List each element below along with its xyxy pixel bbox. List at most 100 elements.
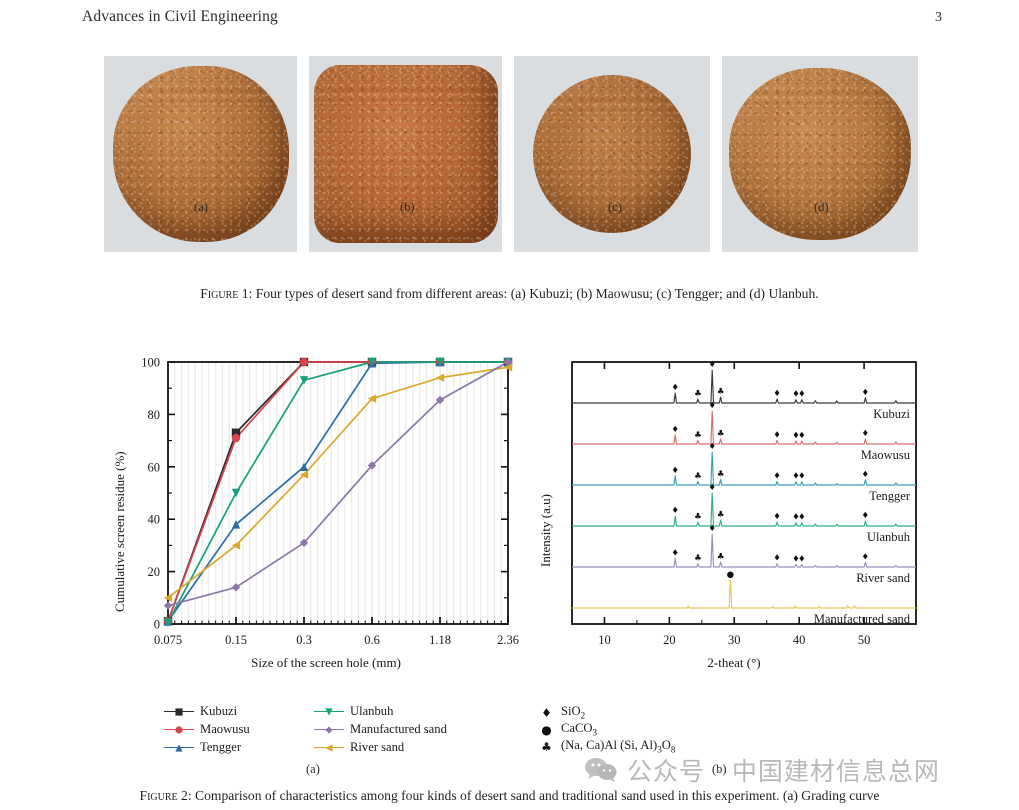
xrd-legend-label: SiO2: [561, 704, 586, 721]
svg-text:20: 20: [148, 565, 161, 579]
svg-text:40: 40: [148, 513, 161, 527]
grading-x-axis-title: Size of the screen hole (mm): [251, 655, 401, 670]
page-number: 3: [935, 10, 942, 25]
svg-text:♦: ♦: [773, 430, 781, 440]
svg-text:♦: ♦: [792, 554, 800, 564]
figure-2-caption-prefix: Figure 2: [139, 788, 188, 803]
svg-text:♦: ♦: [862, 552, 870, 562]
svg-text:30: 30: [728, 633, 741, 647]
svg-text:0.3: 0.3: [296, 633, 312, 647]
svg-text:♦: ♦: [792, 390, 800, 400]
svg-text:2.36: 2.36: [497, 633, 519, 647]
figure-1-caption-text: : Four types of desert sand from differe…: [248, 286, 819, 301]
svg-text:♣: ♣: [717, 510, 725, 520]
svg-text:♦: ♦: [792, 431, 800, 441]
xrd-legend-symbol-icon: ♣: [541, 739, 552, 754]
svg-text:♣: ♣: [694, 554, 702, 564]
svg-text:50: 50: [858, 633, 871, 647]
legend-item-tengger[interactable]: Tengger: [164, 740, 314, 755]
svg-text:♦: ♦: [708, 442, 716, 452]
figure-2-panel-tag-b: (b): [712, 762, 727, 776]
figure-1-sublabel-d: (d): [814, 200, 829, 214]
figure-1-sublabel-c: (c): [608, 200, 622, 214]
svg-text:Maowusu: Maowusu: [861, 448, 911, 462]
svg-text:♦: ♦: [792, 472, 800, 482]
svg-text:♦: ♦: [862, 511, 870, 521]
svg-text:♦: ♦: [798, 431, 806, 441]
svg-text:♦: ♦: [773, 471, 781, 481]
xrd-legend-label: (Na, Ca)Al (Si, Al)3O8: [561, 738, 676, 755]
svg-text:♦: ♦: [862, 429, 870, 439]
running-head: Advances in Civil Engineering 3: [82, 8, 942, 26]
legend-label: Ulanbuh: [350, 704, 394, 718]
xrd-legend-symbol-icon: ●: [541, 722, 552, 737]
xrd-legend-item-sio2[interactable]: ♦ SiO2: [540, 704, 880, 721]
journal-title: Advances in Civil Engineering: [82, 8, 278, 25]
xrd-svg: 10 20 30 40 50♦♣♦♣ ♦ ♦♦ ♦Kubuzi♦♣♦♣ ♦ ♦♦ ♦Maowusu♦…: [571, 360, 917, 647]
legend-label: River sand: [350, 740, 405, 754]
svg-text:♣: ♣: [717, 387, 725, 397]
svg-text:♦: ♦: [671, 466, 679, 476]
svg-text:0.15: 0.15: [225, 633, 247, 647]
grading-curve-legend: Kubuzi Ulanbuh Maowusu Manufactured sand Ten…: [164, 704, 504, 755]
svg-text:♦: ♦: [773, 512, 781, 522]
svg-text:Manufactured sand: Manufactured sand: [814, 612, 911, 626]
svg-text:♦: ♦: [671, 506, 679, 516]
ulanbuh-sand-photo: [722, 56, 918, 252]
svg-text:♦: ♦: [671, 548, 679, 558]
xrd-legend-label: CaCO3: [561, 721, 598, 738]
xrd-legend-item-caco3[interactable]: ● CaCO3: [540, 721, 880, 738]
kubuzi-sand-photo: [104, 56, 297, 252]
legend-label: Manufactured sand: [350, 722, 447, 736]
svg-text:♦: ♦: [708, 524, 716, 534]
svg-text:♦: ♦: [792, 513, 800, 523]
svg-text:20: 20: [663, 633, 676, 647]
svg-text:Ulanbuh: Ulanbuh: [867, 530, 911, 544]
svg-text:●: ●: [727, 570, 734, 580]
svg-text:♣: ♣: [717, 552, 725, 562]
svg-text:60: 60: [148, 460, 161, 474]
legend-item-manufactured-sand[interactable]: Manufactured sand: [314, 722, 504, 737]
legend-item-maowusu[interactable]: Maowusu: [164, 722, 314, 737]
grading-curve-svg: 0 20 40 60 80 100 0.075 0.15 0.3 0.6 1.18 2.36: [141, 356, 519, 648]
maowusu-sand-photo: [309, 56, 502, 252]
svg-text:♣: ♣: [717, 429, 725, 439]
legend-item-river-sand[interactable]: River sand: [314, 740, 504, 755]
svg-text:♦: ♦: [671, 383, 679, 393]
svg-text:10: 10: [598, 633, 611, 647]
legend-swatch: [164, 742, 194, 754]
svg-text:Tengger: Tengger: [869, 489, 911, 503]
svg-text:♦: ♦: [708, 401, 716, 411]
svg-text:♣: ♣: [717, 469, 725, 479]
xrd-legend-item-feldspar[interactable]: ♣ (Na, Ca)Al (Si, Al)3O8: [540, 738, 880, 755]
figure-2-panel-tag-a: (a): [306, 762, 320, 776]
legend-item-kubuzi[interactable]: Kubuzi: [164, 704, 314, 719]
figure-1-sublabel-b: (b): [400, 200, 415, 214]
svg-text:♣: ♣: [694, 389, 702, 399]
xrd-chart: Intensity (a.u) 10 20 30 40 50 ♦ ♣ ♦ ♣ ♦ ♦ ♦ ♦ Kubuzi…: [534, 352, 934, 697]
xrd-phase-legend: ♦ SiO2 ● CaCO3 ♣ (Na, Ca)Al (Si, Al)3O8: [540, 704, 880, 755]
svg-text:♦: ♦: [862, 388, 870, 398]
grading-curve-chart: Cumulative screen residue (%) 0 20 40 60 80 1…: [106, 352, 526, 697]
legend-item-ulanbuh[interactable]: Ulanbuh: [314, 704, 504, 719]
figure-2-charts: Cumulative screen residue (%) 0 20 40 60 80 1…: [0, 352, 1019, 776]
tengger-sand-photo: [514, 56, 710, 252]
figure-1-sublabel-a: (a): [194, 200, 208, 214]
svg-text:♦: ♦: [708, 483, 716, 493]
legend-swatch: [314, 742, 344, 754]
legend-swatch: [314, 724, 344, 736]
svg-text:♦: ♦: [862, 470, 870, 480]
svg-text:♦: ♦: [773, 389, 781, 399]
figure-1-sublabels: (a) (b) (c) (d): [104, 200, 918, 220]
svg-text:♣: ♣: [694, 512, 702, 522]
legend-swatch: [314, 706, 344, 718]
svg-text:1.18: 1.18: [429, 633, 451, 647]
xrd-legend-symbol-icon: ♦: [541, 705, 552, 720]
svg-text:0: 0: [154, 618, 160, 632]
figure-1-caption-prefix: Figure 1: [200, 286, 249, 301]
svg-text:80: 80: [148, 408, 161, 422]
svg-text:♣: ♣: [694, 471, 702, 481]
legend-swatch: [164, 706, 194, 718]
svg-text:0.075: 0.075: [154, 633, 182, 647]
